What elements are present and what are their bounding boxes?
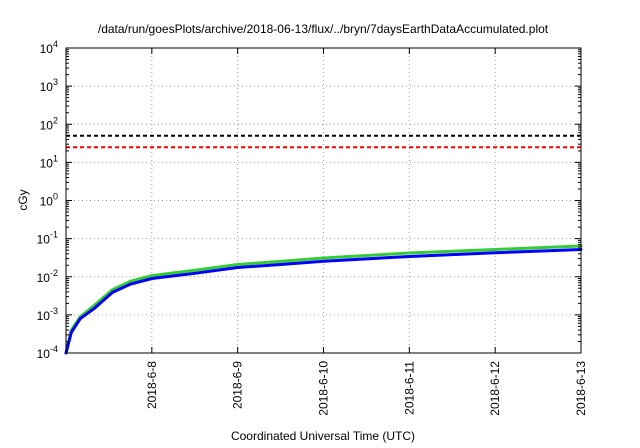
y-tick-label: 10-4 xyxy=(37,344,58,361)
x-tick-label: 2018-6-13 xyxy=(574,361,588,416)
ticks xyxy=(66,47,582,354)
x-tick-label: 2018-6-12 xyxy=(488,361,502,416)
y-tick-label: 100 xyxy=(40,192,58,209)
chart-title: /data/run/goesPlots/archive/2018-06-13/f… xyxy=(98,22,549,36)
y-tick-label: 10-2 xyxy=(37,268,58,285)
threshold-lines xyxy=(66,134,581,149)
y-tick-label: 101 xyxy=(40,153,58,170)
x-axis-label: Coordinated Universal Time (UTC) xyxy=(231,429,415,443)
x-tick-label: 2018-6-11 xyxy=(402,361,416,415)
y-tick-label: 103 xyxy=(40,77,58,94)
grid xyxy=(66,48,581,353)
x-tick-label: 2018-6-9 xyxy=(231,361,245,409)
y-tick-label: 104 xyxy=(40,39,58,56)
x-tick-label: 2018-6-10 xyxy=(317,361,331,416)
y-axis-label: cGy xyxy=(16,189,30,210)
x-tick-labels: 2018-6-8 2018-6-9 2018-6-10 2018-6-11 2018-6… xyxy=(145,361,588,416)
x-tick-label: 2018-6-8 xyxy=(145,361,159,409)
series-line xyxy=(64,244,583,355)
y-tick-labels: 10-4 10-3 10-2 10-1 100 101 102 103 104 xyxy=(37,39,58,361)
y-tick-label: 102 xyxy=(40,115,58,132)
series-line xyxy=(64,247,583,355)
y-tick-label: 10-1 xyxy=(37,230,58,247)
data-series xyxy=(64,244,583,355)
y-tick-label: 10-3 xyxy=(37,306,58,323)
